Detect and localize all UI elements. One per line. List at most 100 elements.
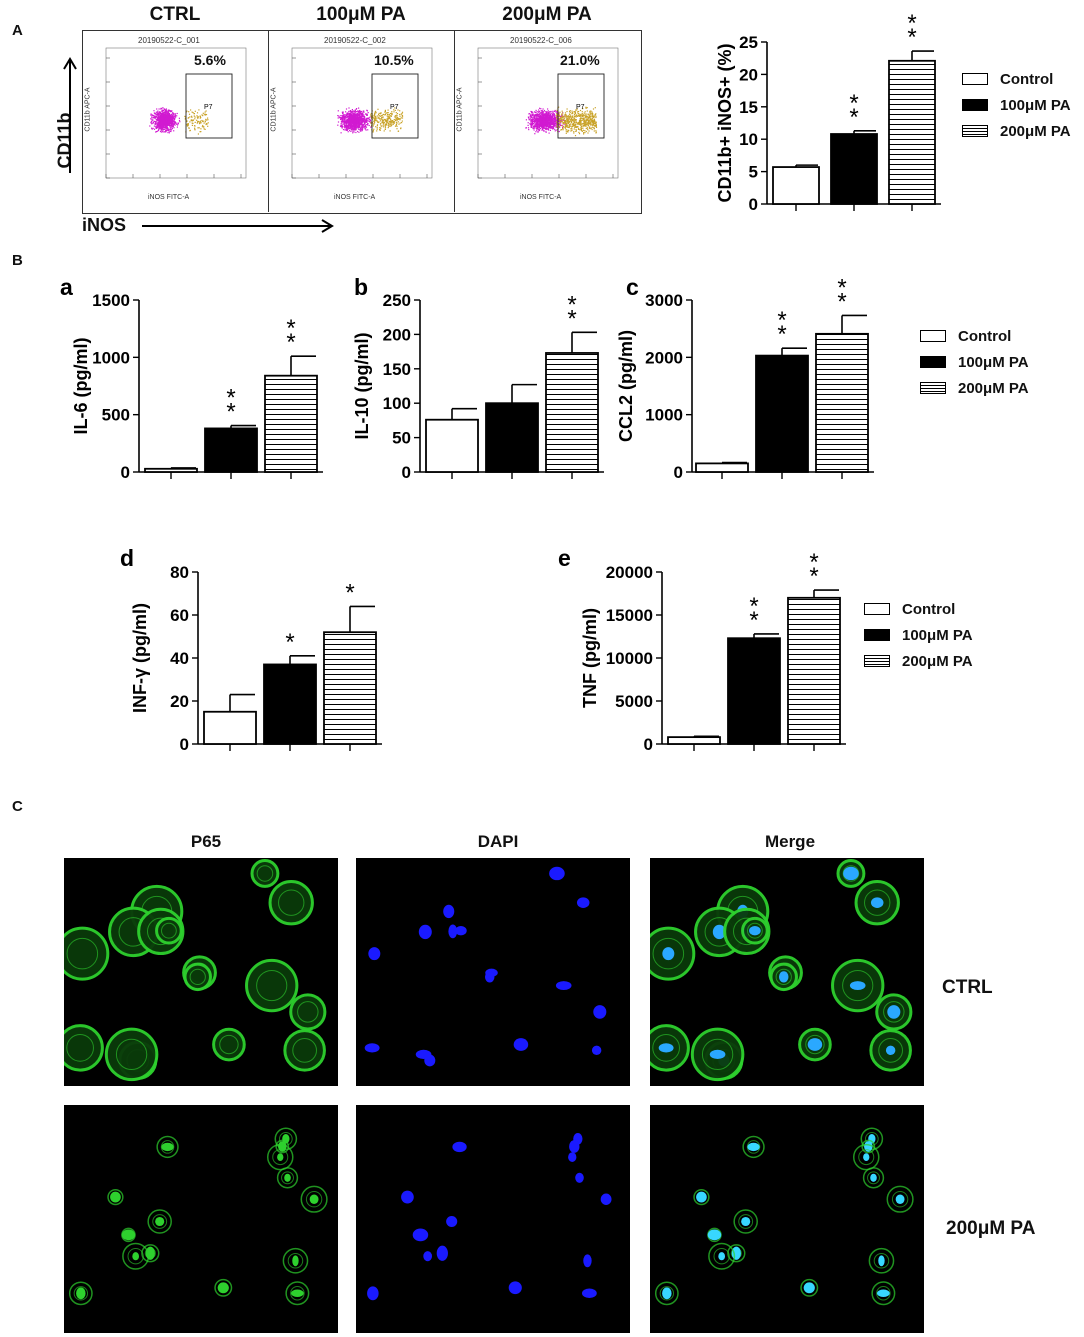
bar-100mpa — [830, 133, 878, 205]
significance-star: * — [837, 288, 846, 315]
y-tick-label: 20000 — [606, 563, 653, 582]
row-label-ctrl: CTRL — [942, 977, 993, 998]
y-tick-label: 80 — [170, 563, 189, 582]
legend-swatch-100 — [864, 629, 890, 641]
micrograph-p65-ctrl — [64, 858, 338, 1086]
significance-star: * — [345, 579, 354, 606]
significance-star: * — [226, 385, 235, 412]
flow-frame — [291, 47, 433, 179]
flow-x-arrow — [142, 219, 334, 233]
y-axis-label: IL-6 (pg/ml) — [71, 338, 91, 435]
y-tick-label: 20 — [170, 692, 189, 711]
flow-plot: 20190522-C_002 P7 10.5% CD11b APC-A iNOS FIT… — [268, 30, 455, 212]
panel-letter-b: B — [12, 252, 23, 269]
bar-control — [695, 462, 749, 473]
y-tick-label: 200 — [383, 325, 411, 344]
legend-a: Control 100μM PA 200μM PA — [962, 66, 1071, 144]
legend-swatch-control — [920, 330, 946, 342]
flow-x-channel: iNOS FITC-A — [148, 194, 190, 201]
col-title-merge: Merge — [764, 832, 816, 851]
flow-frame — [105, 47, 247, 179]
bar-200mpa — [264, 374, 318, 473]
legend-b: Control 100μM PA 200μM PA — [920, 323, 1029, 401]
legend-e: Control 100μM PA 200μM PA — [864, 596, 973, 674]
y-tick-label: 5 — [749, 163, 758, 182]
flow-percent: 5.6% — [194, 52, 226, 68]
panel-letter-a: A — [12, 22, 23, 39]
significance-star: * — [285, 629, 294, 656]
y-tick-label: 0 — [674, 463, 683, 482]
flow-sample-id: 20190522-C_006 — [510, 36, 572, 45]
legend-item-100: 100μM PA — [864, 622, 973, 648]
panel-letter-c: C — [12, 798, 23, 815]
legend-item-200: 200μM PA — [864, 648, 973, 674]
micrograph-cells — [654, 1127, 914, 1306]
flow-gate-label: P7 — [390, 104, 399, 111]
significance-star: * — [907, 10, 916, 37]
micrograph-cells — [650, 859, 913, 1082]
y-tick-label: 1500 — [92, 291, 130, 310]
legend-swatch-100 — [920, 356, 946, 368]
y-tick-label: 50 — [392, 429, 411, 448]
legend-label: 200μM PA — [902, 652, 973, 670]
significance-star: * — [286, 329, 295, 356]
flow-frame — [477, 47, 619, 179]
col-title-dapi: DAPI — [477, 832, 519, 851]
flow-gate-label: P7 — [204, 104, 213, 111]
flow-panel — [82, 30, 642, 214]
legend-item-200: 200μM PA — [920, 375, 1029, 401]
flow-x-channel: iNOS FITC-A — [334, 194, 376, 201]
y-axis-label: CD11b+ iNOS+ (%) — [715, 43, 735, 202]
y-tick-label: 1000 — [645, 406, 683, 425]
significance-star: * — [567, 305, 576, 332]
y-tick-label: 15 — [739, 98, 758, 117]
micrograph-dapi-ctrl — [356, 858, 630, 1086]
legend-item-control: Control — [864, 596, 973, 622]
bar-control — [425, 418, 479, 473]
flow-events — [525, 106, 598, 137]
flow-title: 200μM PA — [502, 4, 592, 25]
significance-star: * — [809, 563, 818, 590]
significance-star: * — [226, 399, 235, 426]
flow-events — [337, 107, 404, 134]
flow-y-arrow — [63, 57, 77, 173]
y-tick-label: 2000 — [645, 348, 683, 367]
flow-sample-id: 20190522-C_002 — [324, 36, 386, 45]
legend-item-100: 100μM PA — [920, 349, 1029, 375]
y-axis-label: CCL2 (pg/ml) — [616, 330, 636, 442]
significance-star: * — [907, 24, 916, 51]
legend-item-control: Control — [920, 323, 1029, 349]
legend-swatch-100 — [962, 99, 988, 111]
y-tick-label: 100 — [383, 394, 411, 413]
micrograph-merge-200pa — [650, 1105, 924, 1333]
flow-percent: 21.0% — [560, 52, 600, 68]
significance-star: * — [849, 104, 858, 131]
flow-gate-label: P7 — [576, 104, 585, 111]
y-tick-label: 0 — [402, 463, 411, 482]
y-tick-label: 0 — [749, 195, 758, 214]
flow-events — [149, 107, 209, 135]
y-axis-label: INF-γ (pg/ml) — [130, 603, 150, 713]
micrograph-cells — [68, 1127, 328, 1306]
subpanel-letter: a — [60, 274, 73, 300]
legend-item-200: 200μM PA — [962, 118, 1071, 144]
subpanel-letter: e — [558, 545, 571, 571]
y-tick-label: 1000 — [92, 348, 130, 367]
bar-100mpa — [263, 663, 317, 745]
flow-x-axis-label: iNOS — [82, 215, 127, 235]
significance-star: * — [837, 274, 846, 301]
flow-gate-p7 — [557, 73, 605, 139]
micrograph-merge-ctrl — [650, 858, 924, 1086]
flow-scatter: P7 — [477, 47, 619, 179]
y-tick-label: 150 — [383, 360, 411, 379]
subpanel-letter: c — [626, 274, 639, 300]
y-tick-label: 40 — [170, 649, 189, 668]
flow-plot: 20190522-C_006 P7 21.0% CD11b APC-A iNOS FIT… — [454, 30, 640, 212]
legend-label: Control — [1000, 70, 1054, 88]
y-tick-label: 5000 — [615, 692, 653, 711]
y-tick-label: 10000 — [606, 649, 653, 668]
bar-200mpa — [787, 596, 841, 745]
y-tick-label: 20 — [739, 65, 758, 84]
legend-label: Control — [958, 327, 1012, 345]
bar-control — [203, 710, 257, 745]
